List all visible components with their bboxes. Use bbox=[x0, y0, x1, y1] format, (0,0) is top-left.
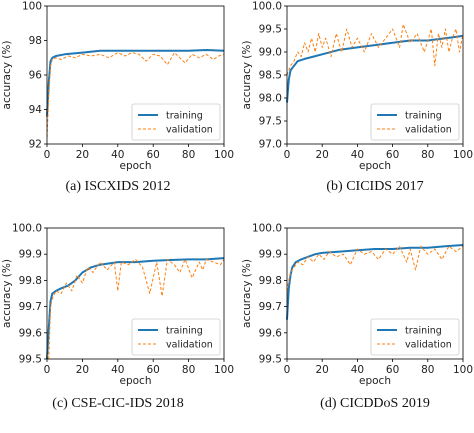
chart-panel-2: 0 20 40 60 80 100 97.0 97.5 98.0 98.5 99.0 99.5 100.… bbox=[241, 1, 473, 195]
y-tick-label: 98.0 bbox=[259, 93, 282, 105]
x-tick-label: 40 bbox=[351, 364, 364, 376]
y-tick-label: 96 bbox=[29, 70, 43, 82]
y-tick-label: 100 bbox=[22, 1, 42, 13]
y-tick-label: 99.9 bbox=[19, 249, 42, 261]
x-tick-label: 40 bbox=[111, 364, 124, 376]
y-tick-label: 99.7 bbox=[19, 301, 42, 313]
legend-label-training: training bbox=[405, 326, 442, 337]
x-axis-label: epoch bbox=[120, 375, 152, 387]
y-tick-label: 94 bbox=[29, 104, 43, 116]
legend-label-training: training bbox=[405, 111, 442, 122]
chart-panel-4: 0 20 40 60 80 100 99.5 99.6 99.7 99.8 99.9 100.0 epo… bbox=[241, 223, 473, 412]
x-tick-label: 100 bbox=[453, 364, 473, 376]
y-axis-label: accuracy (%) bbox=[1, 41, 13, 110]
y-tick-label: 100.0 bbox=[252, 1, 282, 13]
legend: training validation bbox=[370, 103, 460, 141]
y-tick-label: 92 bbox=[29, 139, 42, 151]
x-tick-label: 40 bbox=[111, 149, 124, 161]
legend: training validation bbox=[370, 318, 460, 356]
y-tick-label: 99.8 bbox=[19, 275, 42, 287]
y-axis-label: accuracy (%) bbox=[1, 259, 13, 328]
x-tick-label: 0 bbox=[44, 149, 51, 161]
x-tick-label: 0 bbox=[44, 364, 51, 376]
legend-label-validation: validation bbox=[166, 340, 213, 351]
subfigure-caption: (b) CICIDS 2017 bbox=[326, 179, 423, 194]
x-tick-label: 60 bbox=[147, 149, 160, 161]
y-tick-label: 99.5 bbox=[259, 24, 282, 36]
x-tick-label: 80 bbox=[182, 364, 195, 376]
series-line-validation bbox=[46, 52, 225, 138]
series-line-validation bbox=[286, 245, 464, 291]
y-tick-label: 99.8 bbox=[259, 275, 282, 287]
y-axis-label: accuracy (%) bbox=[241, 259, 253, 328]
x-tick-label: 20 bbox=[76, 149, 89, 161]
chart-panel-1: 0 20 40 60 80 100 92 94 96 98 100 epoch accuracy (%)… bbox=[1, 1, 234, 195]
legend-label-validation: validation bbox=[166, 125, 213, 136]
y-tick-label: 99.5 bbox=[19, 354, 42, 366]
x-tick-label: 80 bbox=[182, 149, 195, 161]
x-axis-label: epoch bbox=[359, 375, 391, 387]
series-line-training bbox=[286, 244, 464, 320]
series-line-validation bbox=[286, 23, 464, 76]
y-tick-label: 99.9 bbox=[259, 249, 282, 261]
y-tick-label: 98.5 bbox=[259, 70, 282, 82]
x-tick-label: 20 bbox=[316, 364, 329, 376]
x-tick-label: 100 bbox=[214, 364, 234, 376]
y-tick-label: 97.0 bbox=[259, 139, 282, 151]
x-tick-label: 80 bbox=[421, 364, 434, 376]
y-tick-label: 99.7 bbox=[259, 301, 282, 313]
x-tick-label: 40 bbox=[351, 149, 364, 161]
legend-box bbox=[131, 318, 221, 356]
x-tick-label: 80 bbox=[421, 149, 434, 161]
axes-frame bbox=[46, 227, 225, 360]
x-tick-label: 60 bbox=[386, 149, 399, 161]
legend: training validation bbox=[131, 318, 221, 356]
x-tick-label: 60 bbox=[386, 364, 399, 376]
y-tick-label: 99.5 bbox=[259, 354, 282, 366]
y-tick-label: 99.0 bbox=[259, 47, 282, 59]
legend-label-training: training bbox=[166, 326, 203, 337]
legend-box bbox=[370, 103, 460, 141]
legend-label-validation: validation bbox=[405, 340, 452, 351]
x-tick-label: 20 bbox=[76, 364, 89, 376]
x-tick-label: 0 bbox=[284, 149, 291, 161]
y-tick-label: 97.5 bbox=[259, 116, 282, 128]
x-axis-label: epoch bbox=[120, 160, 152, 172]
series-line-training bbox=[286, 34, 464, 103]
y-axis-label: accuracy (%) bbox=[241, 41, 253, 110]
legend-label-validation: validation bbox=[405, 125, 452, 136]
y-tick-label: 100.0 bbox=[252, 223, 282, 235]
subfigure-caption: (d) CICDDoS 2019 bbox=[320, 396, 430, 411]
x-tick-label: 100 bbox=[453, 149, 473, 161]
x-tick-label: 20 bbox=[316, 149, 329, 161]
legend-label-training: training bbox=[166, 111, 203, 122]
series-line-training bbox=[46, 49, 225, 117]
x-tick-label: 100 bbox=[214, 149, 234, 161]
series-line-validation bbox=[46, 258, 225, 360]
chart-panel-3: 0 20 40 60 80 100 99.5 99.6 99.7 99.8 99.9 100.0 epo… bbox=[1, 223, 234, 412]
x-tick-label: 60 bbox=[147, 364, 160, 376]
subfigure-caption: (c) CSE-CIC-IDS 2018 bbox=[52, 396, 183, 411]
legend-box bbox=[370, 318, 460, 356]
legend: training validation bbox=[131, 103, 221, 141]
y-tick-label: 100.0 bbox=[12, 223, 42, 235]
x-axis-label: epoch bbox=[359, 160, 391, 172]
subfigure-caption: (a) ISCXIDS 2012 bbox=[66, 179, 171, 194]
y-tick-label: 99.6 bbox=[19, 327, 43, 339]
x-tick-label: 0 bbox=[284, 364, 291, 376]
y-tick-label: 98 bbox=[29, 35, 42, 47]
y-tick-label: 99.6 bbox=[259, 327, 283, 339]
axes-frame bbox=[286, 227, 464, 360]
legend-box bbox=[131, 103, 221, 141]
